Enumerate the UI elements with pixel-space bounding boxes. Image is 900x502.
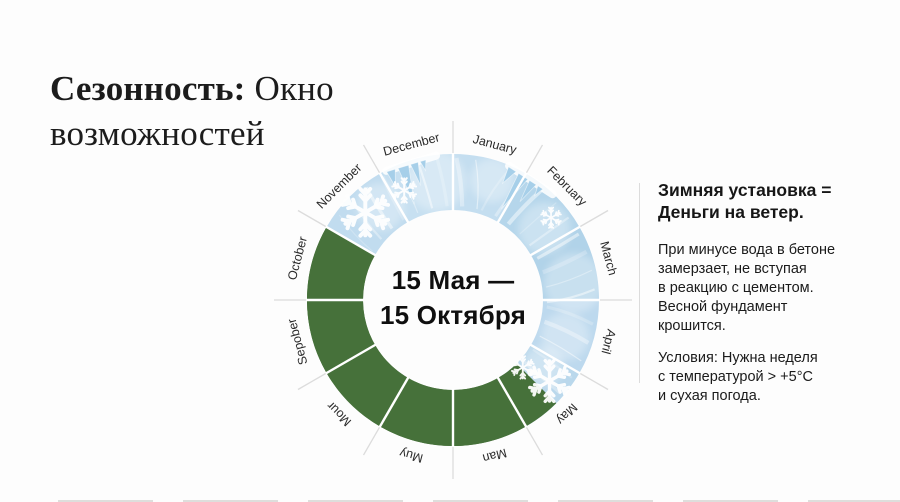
snowflake-icon [340, 186, 391, 238]
divider-line [378, 172, 411, 225]
divider-tick [297, 372, 327, 391]
month-label: Sepober [285, 317, 311, 366]
divider-line [528, 225, 581, 258]
info-panel: Зимняя установка = Деньги на ветер. При … [658, 179, 896, 419]
green-season-arc [306, 227, 557, 447]
page-title: Сезонность: Окно возможностей [50, 66, 334, 156]
divider-tick [362, 144, 381, 174]
panel-heading: Зимняя установка = Деньги на ветер. [658, 180, 832, 222]
page-title-line2: возможностей [50, 114, 265, 153]
divider-tick [579, 209, 609, 228]
month-label: Muy [397, 445, 424, 465]
bottom-edge-artifact [58, 500, 900, 502]
donut-hole [364, 211, 542, 389]
page-title-bold: Сезонность: [50, 69, 246, 108]
frost-texture [338, 154, 599, 395]
divider-line [378, 375, 411, 428]
snowflake-icon [540, 206, 562, 229]
divider-tick [579, 372, 609, 391]
donut-center-label: 15 Мая — 15 Октября [338, 263, 568, 333]
divider-tick [525, 426, 544, 456]
month-label: May [553, 401, 580, 428]
divider-tick [297, 209, 327, 228]
season-donut-svg: JanuaryFebruaryMarchAprilMayManMuyMourSe… [274, 121, 632, 479]
center-label-line2: 15 Октября [379, 300, 527, 330]
panel-paragraph-2: Условия: Нужна неделя с температурой > +… [658, 350, 818, 404]
icicle-icon [382, 151, 441, 205]
month-label: Man [481, 446, 508, 466]
vertical-divider [639, 183, 640, 383]
divider-line [528, 342, 581, 375]
divider-tick [362, 426, 381, 456]
page-title-line1: Сезонность: Окно [50, 66, 334, 111]
center-label-line1: 15 Мая — [391, 265, 515, 295]
snowflake-icon [391, 177, 418, 204]
month-label: October [285, 235, 310, 282]
divider-line [325, 225, 378, 258]
month-label: March [597, 240, 620, 277]
page-title-rest: Окно [245, 69, 334, 108]
divider-line [495, 375, 528, 428]
snowflake-icon [528, 358, 571, 404]
panel-paragraph-1: При минусе вода в бетоне замерзает, не в… [658, 242, 836, 334]
season-donut-chart: January February March April May Man Muy Mour Se… [253, 100, 653, 500]
divider-tick [525, 144, 544, 174]
month-label: April [599, 328, 619, 356]
month-label: Mour [324, 399, 354, 429]
month-label: January [471, 132, 518, 157]
divider-line [495, 172, 528, 225]
divider-line [325, 342, 378, 375]
